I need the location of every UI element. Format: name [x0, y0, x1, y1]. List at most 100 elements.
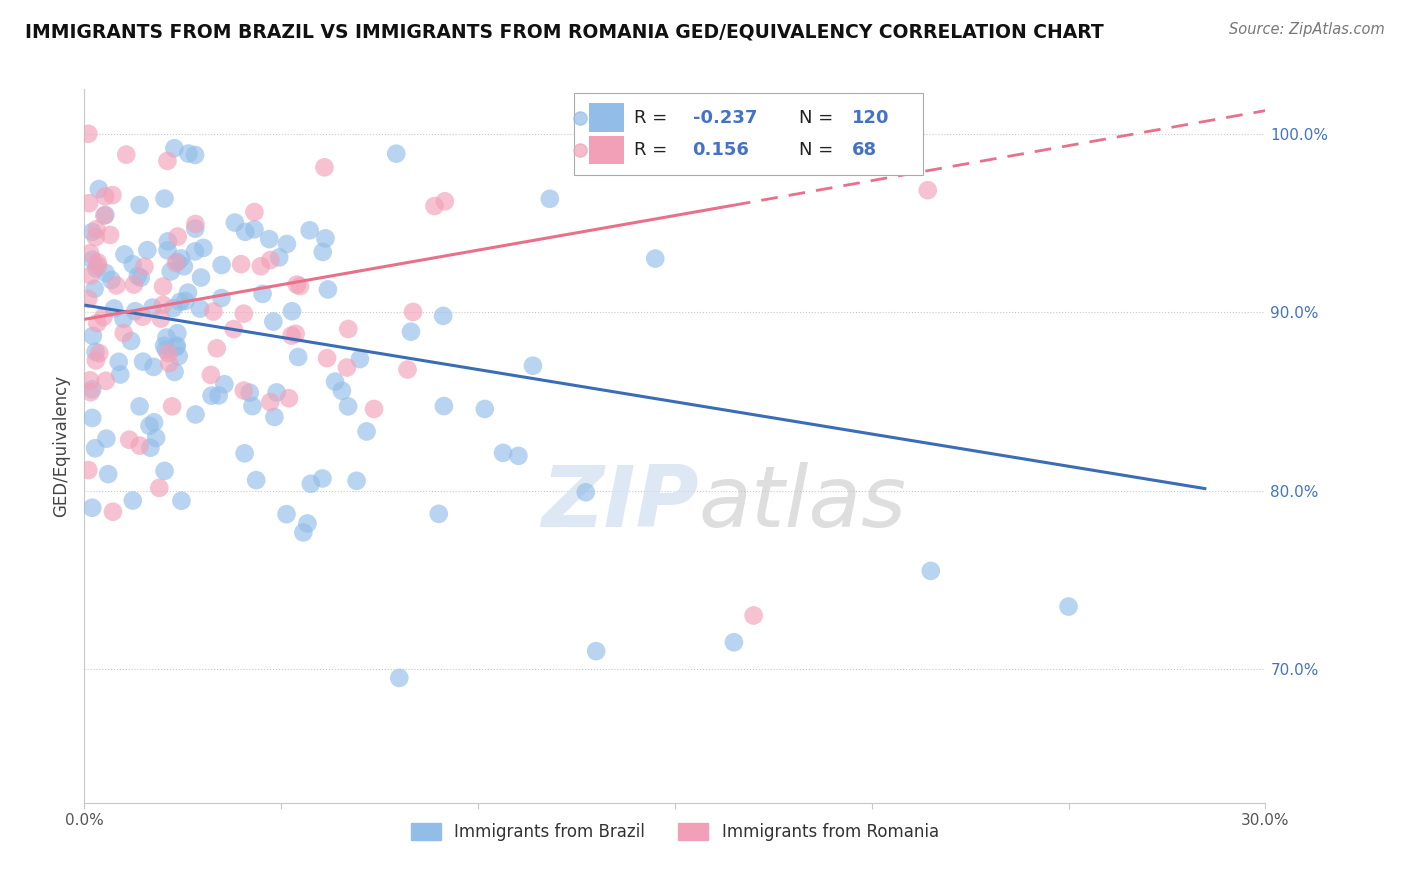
Point [337, 322, 360, 336]
Point [169, 294, 191, 309]
Point [84, 261, 107, 276]
Point [156, 244, 179, 258]
Point [299, 476, 322, 491]
Point [89, 346, 111, 360]
Point [159, 264, 181, 278]
Text: atlas: atlas [699, 461, 907, 545]
Point [492, 446, 515, 460]
Point [145, 431, 167, 445]
Point [163, 365, 186, 379]
Point [356, 425, 378, 439]
Point [141, 301, 163, 315]
Point [153, 339, 176, 353]
Point [245, 473, 267, 487]
Point [385, 146, 408, 161]
Point [474, 401, 496, 416]
Point [83, 282, 105, 296]
Point [211, 258, 233, 272]
Point [165, 256, 187, 270]
Point [297, 516, 319, 531]
Point [103, 301, 125, 316]
Text: Source: ZipAtlas.com: Source: ZipAtlas.com [1229, 22, 1385, 37]
Point [156, 235, 179, 249]
Point [142, 359, 165, 374]
Point [575, 485, 598, 500]
Point [122, 277, 145, 292]
Point [155, 343, 177, 357]
Point [239, 385, 262, 400]
Point [79, 246, 101, 260]
Point [433, 399, 456, 413]
Point [232, 307, 254, 321]
Point [156, 153, 179, 168]
Point [87, 182, 110, 196]
Point [312, 244, 335, 259]
Point [131, 310, 153, 324]
Point [284, 326, 307, 341]
Point [1057, 599, 1080, 614]
Point [281, 304, 304, 318]
Point [184, 221, 207, 235]
Point [262, 315, 284, 329]
Point [100, 273, 122, 287]
Point [259, 395, 281, 409]
Point [139, 441, 162, 455]
Point [148, 481, 170, 495]
Point [84, 344, 107, 359]
Point [184, 408, 207, 422]
Point [263, 409, 285, 424]
Point [82, 329, 104, 343]
Text: N =: N = [799, 109, 839, 127]
Point [432, 309, 454, 323]
Point [285, 277, 308, 292]
Point [124, 304, 146, 318]
Text: ZIP: ZIP [541, 461, 699, 545]
Point [79, 385, 101, 400]
Point [132, 354, 155, 368]
Point [128, 400, 150, 414]
Point [93, 209, 115, 223]
Point [224, 216, 246, 230]
Point [349, 352, 371, 367]
Point [243, 222, 266, 236]
Point [242, 399, 264, 413]
Point [323, 375, 346, 389]
Point [82, 252, 104, 267]
Point [174, 293, 197, 308]
Point [723, 635, 745, 649]
Point [166, 326, 188, 341]
Point [86, 222, 108, 236]
Point [170, 252, 193, 266]
Point [200, 368, 222, 382]
Point [162, 301, 184, 316]
Legend: Immigrants from Brazil, Immigrants from Romania: Immigrants from Brazil, Immigrants from … [404, 816, 946, 848]
Point [166, 255, 188, 269]
Point [115, 147, 138, 161]
Point [96, 432, 118, 446]
Point [177, 146, 200, 161]
Point [249, 259, 271, 273]
Point [87, 259, 110, 273]
Bar [589, 103, 624, 132]
Point [79, 373, 101, 387]
Y-axis label: GED/Equivalency: GED/Equivalency [52, 375, 70, 517]
Point [311, 471, 333, 485]
Point [121, 493, 143, 508]
Point [346, 474, 368, 488]
Text: R =: R = [634, 109, 672, 127]
Point [98, 227, 121, 242]
Point [644, 252, 666, 266]
Point [80, 268, 103, 283]
Point [585, 644, 607, 658]
Text: 120: 120 [852, 109, 890, 127]
Point [266, 385, 288, 400]
Point [170, 493, 193, 508]
Point [101, 505, 124, 519]
Text: IMMIGRANTS FROM BRAZIL VS IMMIGRANTS FROM ROMANIA GED/EQUIVALENCY CORRELATION CH: IMMIGRANTS FROM BRAZIL VS IMMIGRANTS FRO… [25, 22, 1104, 41]
Point [94, 266, 117, 280]
Point [177, 285, 200, 300]
Point [193, 241, 215, 255]
Point [93, 310, 115, 324]
Point [252, 286, 274, 301]
Point [84, 230, 107, 244]
